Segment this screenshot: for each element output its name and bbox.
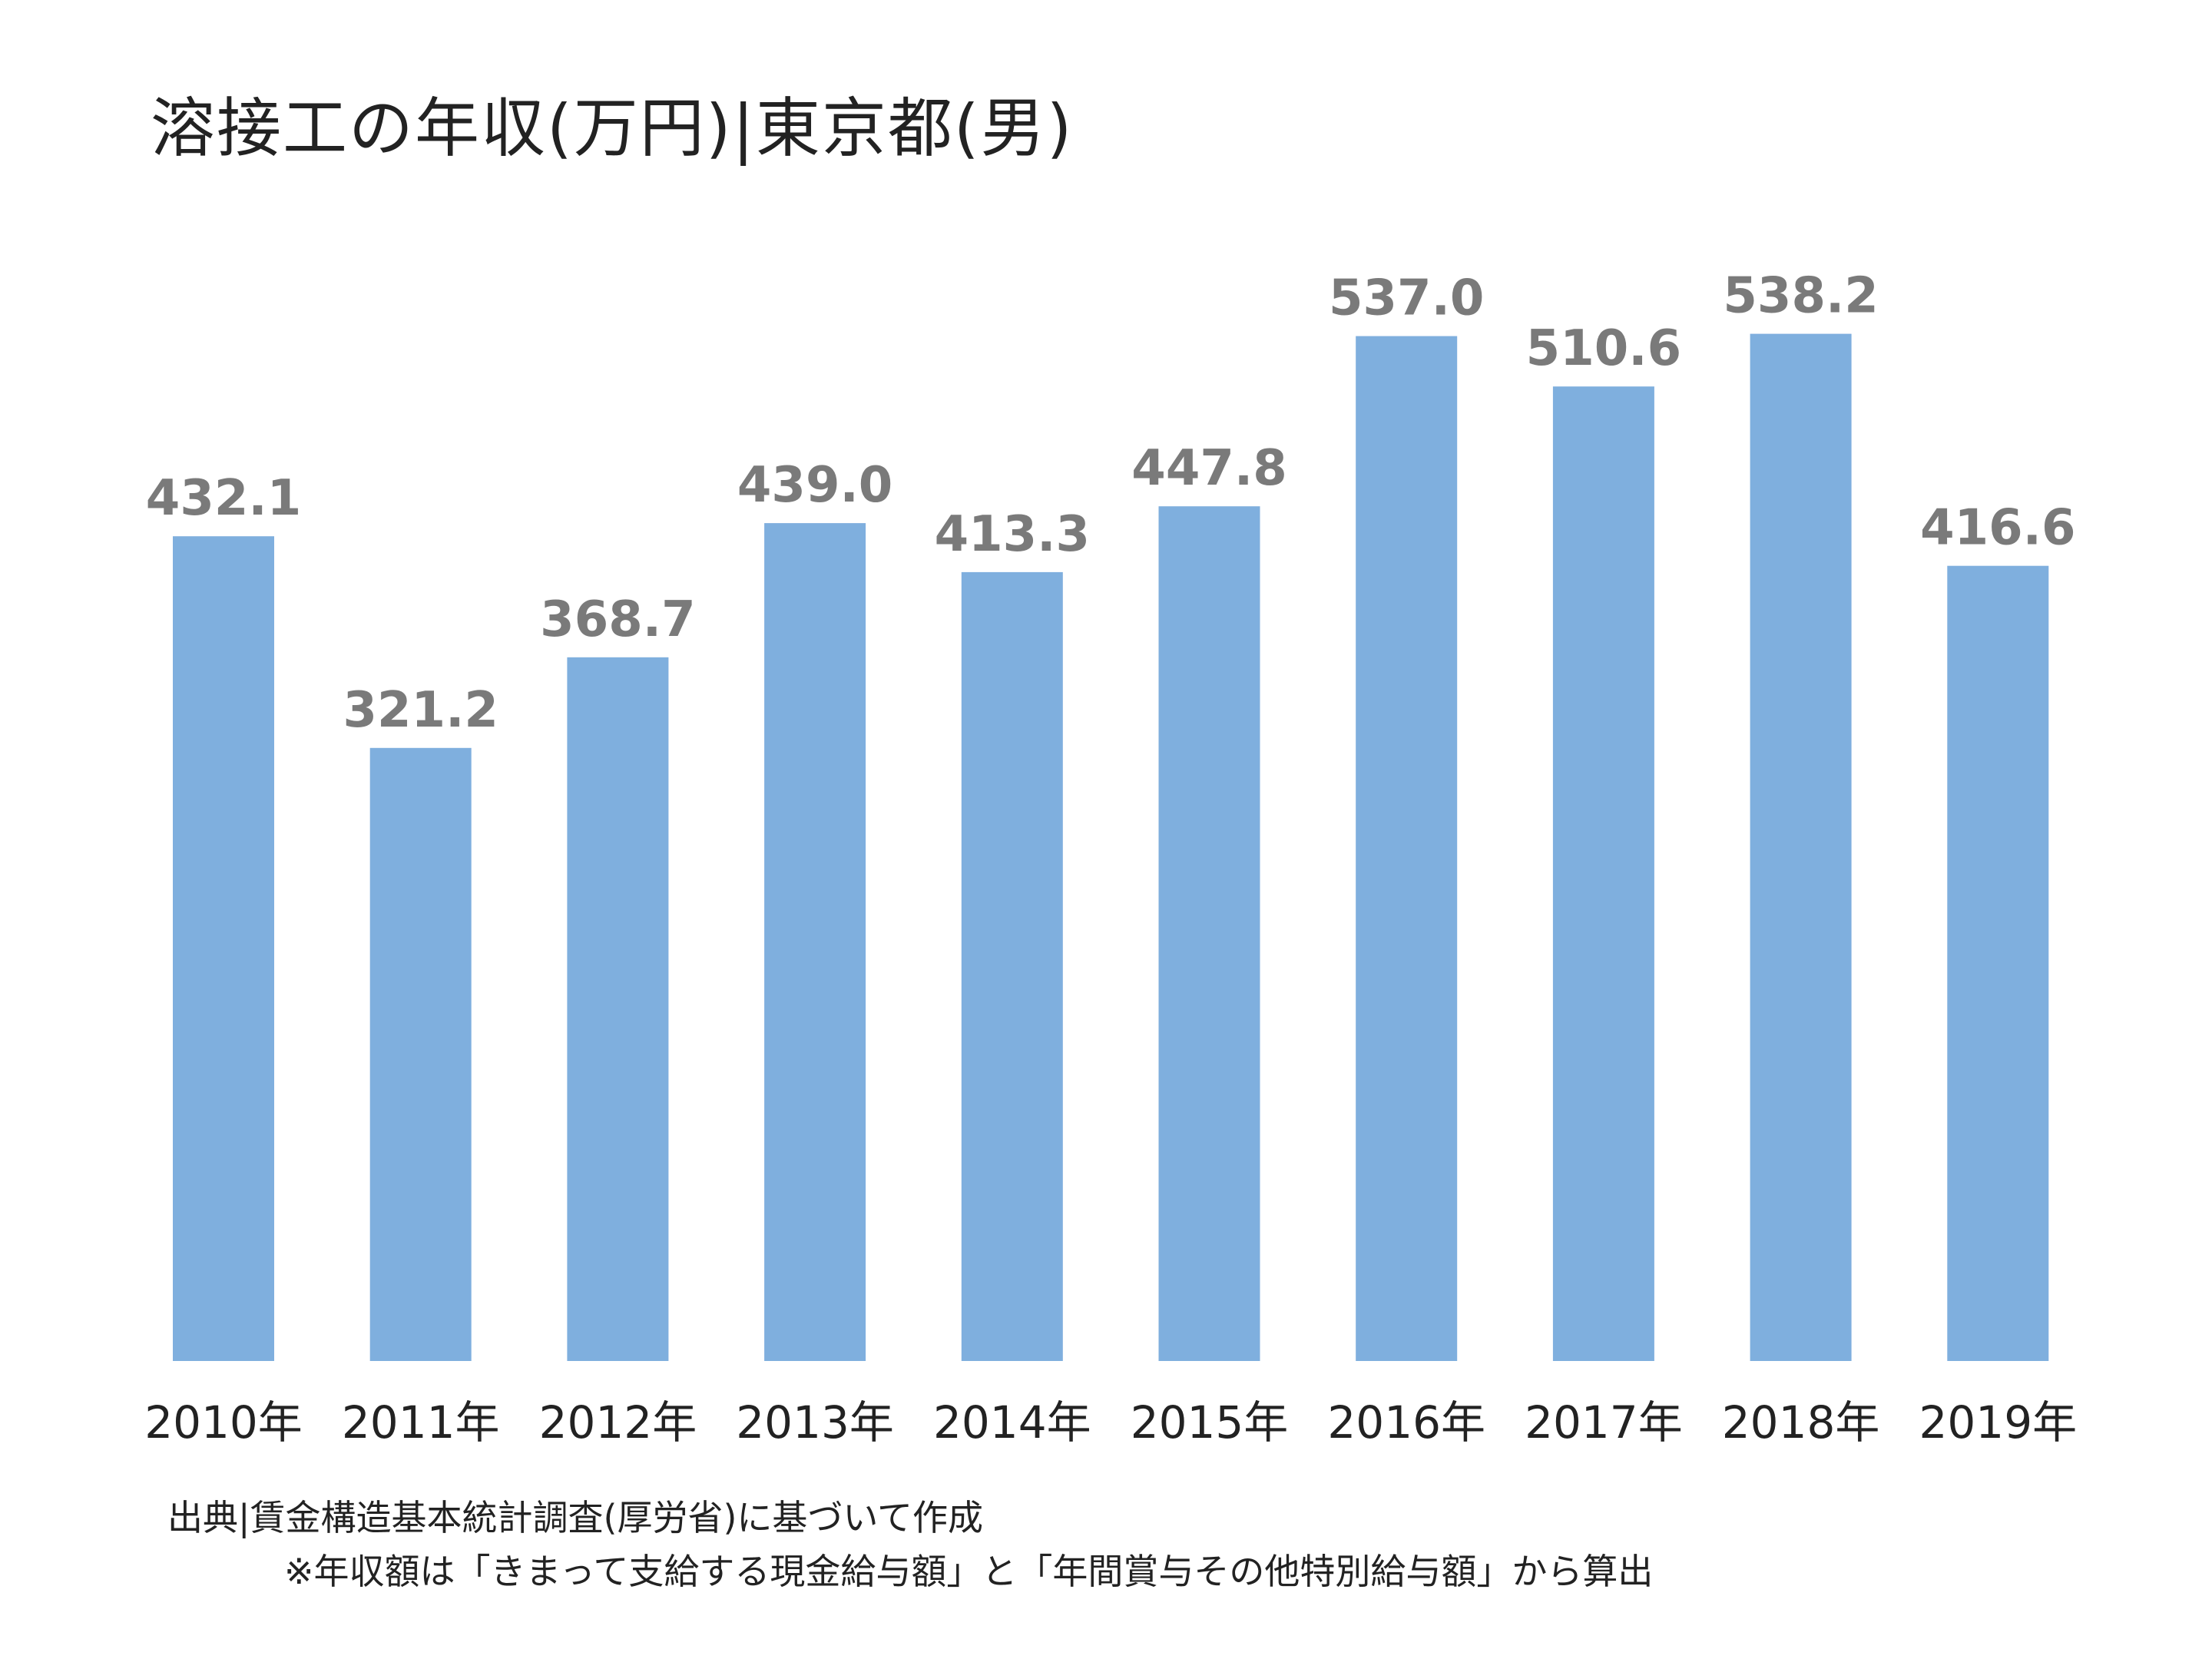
value-label-9: 416.6	[1920, 500, 2075, 557]
value-labels-group: 432.1 321.2 368.7 439.0 413.3 447.8 537.0 510.6…	[146, 268, 2076, 739]
value-label-7: 510.6	[1526, 320, 1681, 377]
calculation-note: ※年収額は「きまって支給する現金給与額」と「年間賞与その他特別給与額」から算出	[284, 1551, 1654, 1592]
x-axis-tick-labels: 2010年 2011年 2012年 2013年 2014年 2015年 2016年 2017年…	[144, 1396, 2077, 1449]
x-tick-label-6: 2016年	[1327, 1396, 1485, 1449]
source-note: 出典|賃金構造基本統計調査(厚労省)に基づいて作成	[167, 1497, 984, 1538]
x-tick-label-1: 2011年	[342, 1396, 500, 1449]
bar-5	[1158, 506, 1260, 1362]
x-tick-label-7: 2017年	[1525, 1396, 1683, 1449]
bar-7	[1552, 386, 1654, 1362]
value-label-4: 413.3	[935, 506, 1090, 563]
x-tick-label-4: 2014年	[933, 1396, 1091, 1449]
bar-8	[1750, 333, 1852, 1362]
value-label-1: 321.2	[343, 682, 498, 739]
bar-0	[173, 536, 274, 1362]
bar-1	[369, 747, 472, 1361]
x-tick-label-0: 2010年	[144, 1396, 303, 1449]
bars-group	[173, 333, 2049, 1362]
bar-2	[567, 657, 669, 1361]
x-tick-label-8: 2018年	[1722, 1396, 1880, 1449]
bar-4	[961, 571, 1063, 1361]
value-label-8: 538.2	[1723, 268, 1878, 325]
chart-title: 溶接工の年収(万円)|東京都(男)	[151, 91, 1074, 166]
value-label-2: 368.7	[540, 591, 695, 648]
value-label-6: 537.0	[1329, 270, 1484, 327]
x-tick-label-3: 2013年	[736, 1396, 894, 1449]
x-tick-label-9: 2019年	[1919, 1396, 2077, 1449]
value-label-0: 432.1	[146, 470, 301, 527]
bar-6	[1356, 336, 1458, 1362]
bar-3	[764, 523, 866, 1361]
x-tick-label-5: 2015年	[1131, 1396, 1289, 1449]
value-label-3: 439.0	[737, 457, 892, 514]
bar-9	[1947, 565, 2049, 1362]
value-label-5: 447.8	[1131, 440, 1286, 497]
x-tick-label-2: 2012年	[539, 1396, 697, 1449]
